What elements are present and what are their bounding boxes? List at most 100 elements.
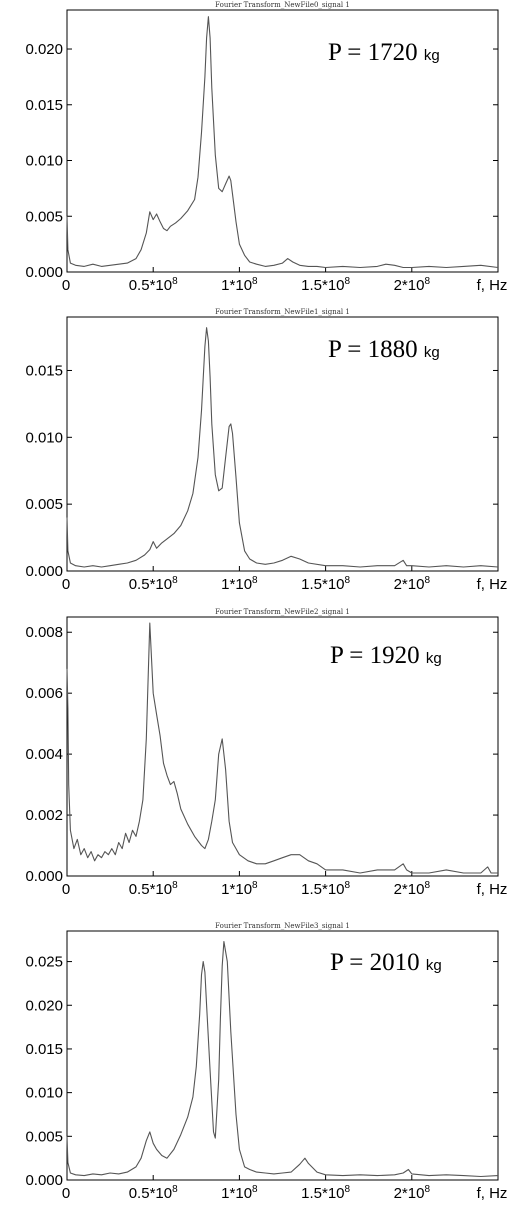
x-tick-exponent: 8 (172, 575, 178, 586)
y-tick-label: 0.025 (25, 954, 63, 971)
chart-panel-4: Fourier Transform_NewFile3_signal 1 0.000… (25, 922, 507, 1202)
x-tick-exponent: 8 (345, 276, 351, 287)
spectrum-series-line (66, 940, 499, 1178)
pressure-unit: kg (424, 47, 440, 64)
pressure-annotation: P = 1720 kg (328, 39, 440, 66)
x-tick-mantissa: 2*10 (394, 1185, 425, 1202)
y-tick-label: 0.015 (25, 362, 63, 379)
x-tick-mantissa: 0.5*10 (129, 881, 172, 898)
pressure-value: P = 1720 (328, 39, 424, 66)
y-tick-label: 0.015 (25, 97, 63, 114)
x-tick-mantissa: 0 (62, 277, 70, 294)
pressure-value: P = 1920 (330, 642, 426, 669)
y-tick-label: 0.008 (25, 624, 63, 641)
x-tick-exponent: 8 (252, 880, 258, 891)
chart-title: Fourier Transform_NewFile2_signal 1 (215, 608, 350, 616)
y-tick-label: 0.010 (25, 153, 63, 170)
y-tick-label: 0.000 (25, 868, 63, 885)
y-tick-label: 0.010 (25, 1085, 63, 1102)
y-tick-label: 0.004 (25, 746, 63, 763)
x-tick-label: 1.5*108 (301, 575, 350, 593)
x-tick-label: 1.5*108 (301, 880, 350, 898)
x-tick-exponent: 8 (424, 276, 430, 287)
x-tick-mantissa: 1.5*10 (301, 1185, 344, 1202)
x-tick-label: 2*108 (394, 1184, 431, 1202)
pressure-value: P = 2010 (330, 949, 426, 976)
x-tick-label: 1*108 (221, 1184, 258, 1202)
x-tick-mantissa: 0.5*10 (129, 1185, 172, 1202)
pressure-annotation: P = 1920 kg (330, 642, 442, 669)
x-tick-mantissa: 0 (62, 576, 70, 593)
chart-title: Fourier Transform_NewFile0_signal 1 (215, 1, 350, 9)
x-tick-exponent: 8 (172, 880, 178, 891)
plot-frame (66, 616, 499, 877)
x-tick-label: 0.5*108 (129, 880, 178, 898)
x-tick-exponent: 8 (252, 276, 258, 287)
y-tick-label: 0.005 (25, 1128, 63, 1145)
y-tick-label: 0.015 (25, 1041, 63, 1058)
x-axis-label: f, Hz (477, 277, 508, 294)
x-tick-exponent: 8 (252, 575, 258, 586)
x-tick-mantissa: 2*10 (394, 881, 425, 898)
y-tick-label: 0.006 (25, 685, 63, 702)
y-tick-label: 0.020 (25, 997, 63, 1014)
pressure-annotation: P = 2010 kg (330, 949, 442, 976)
x-tick-label: 0.5*108 (129, 1184, 178, 1202)
x-tick-exponent: 8 (252, 1184, 258, 1195)
x-tick-exponent: 8 (424, 880, 430, 891)
spectrum-series-line (66, 327, 499, 568)
chart-panel-1: Fourier Transform_NewFile0_signal 1 0.000… (25, 1, 507, 294)
x-tick-exponent: 8 (424, 1184, 430, 1195)
x-tick-label: 1.5*108 (301, 276, 350, 294)
pressure-annotation: P = 1880 kg (328, 336, 440, 363)
x-tick-mantissa: 0 (62, 881, 70, 898)
spectrum-series-line (66, 16, 499, 269)
x-tick-mantissa: 1*10 (221, 1185, 252, 1202)
x-tick-label: 0 (62, 576, 70, 593)
x-tick-mantissa: 0 (62, 1185, 70, 1202)
x-tick-mantissa: 1.5*10 (301, 576, 344, 593)
y-tick-label: 0.000 (25, 563, 63, 580)
spectrum-series-line (66, 622, 498, 874)
x-tick-mantissa: 1*10 (221, 277, 252, 294)
plot-frame (66, 316, 499, 572)
x-tick-label: 2*108 (394, 575, 431, 593)
chart-panel-3: Fourier Transform_NewFile2_signal 1 0.000… (25, 608, 507, 898)
x-tick-label: 0 (62, 881, 70, 898)
x-tick-label: 2*108 (394, 880, 431, 898)
x-tick-mantissa: 1*10 (221, 576, 252, 593)
pressure-unit: kg (424, 344, 440, 361)
y-tick-label: 0.002 (25, 807, 63, 824)
y-tick-label: 0.005 (25, 208, 63, 225)
pressure-value: P = 1880 (328, 336, 424, 363)
y-tick-label: 0.020 (25, 41, 63, 58)
x-tick-label: 0.5*108 (129, 575, 178, 593)
y-tick-label: 0.010 (25, 429, 63, 446)
x-axis-label: f, Hz (477, 576, 508, 593)
x-tick-exponent: 8 (345, 575, 351, 586)
x-tick-label: 1*108 (221, 880, 258, 898)
x-tick-exponent: 8 (345, 1184, 351, 1195)
x-tick-label: 2*108 (394, 276, 431, 294)
x-tick-mantissa: 2*10 (394, 277, 425, 294)
x-tick-mantissa: 2*10 (394, 576, 425, 593)
x-tick-mantissa: 1.5*10 (301, 881, 344, 898)
x-tick-label: 0.5*108 (129, 276, 178, 294)
x-tick-exponent: 8 (345, 880, 351, 891)
y-tick-label: 0.000 (25, 1172, 63, 1189)
x-tick-exponent: 8 (172, 276, 178, 287)
plot-frame (66, 930, 499, 1181)
pressure-unit: kg (426, 957, 442, 974)
x-tick-exponent: 8 (424, 575, 430, 586)
chart-panel-2: Fourier Transform_NewFile1_signal 1 0.000… (25, 308, 507, 593)
pressure-unit: kg (426, 650, 442, 667)
x-tick-label: 0 (62, 277, 70, 294)
x-tick-label: 0 (62, 1185, 70, 1202)
chart-title: Fourier Transform_NewFile3_signal 1 (215, 922, 350, 930)
x-tick-label: 1*108 (221, 276, 258, 294)
y-tick-label: 0.005 (25, 496, 63, 513)
x-tick-label: 1*108 (221, 575, 258, 593)
x-tick-mantissa: 1*10 (221, 881, 252, 898)
plot-frame (66, 9, 499, 273)
